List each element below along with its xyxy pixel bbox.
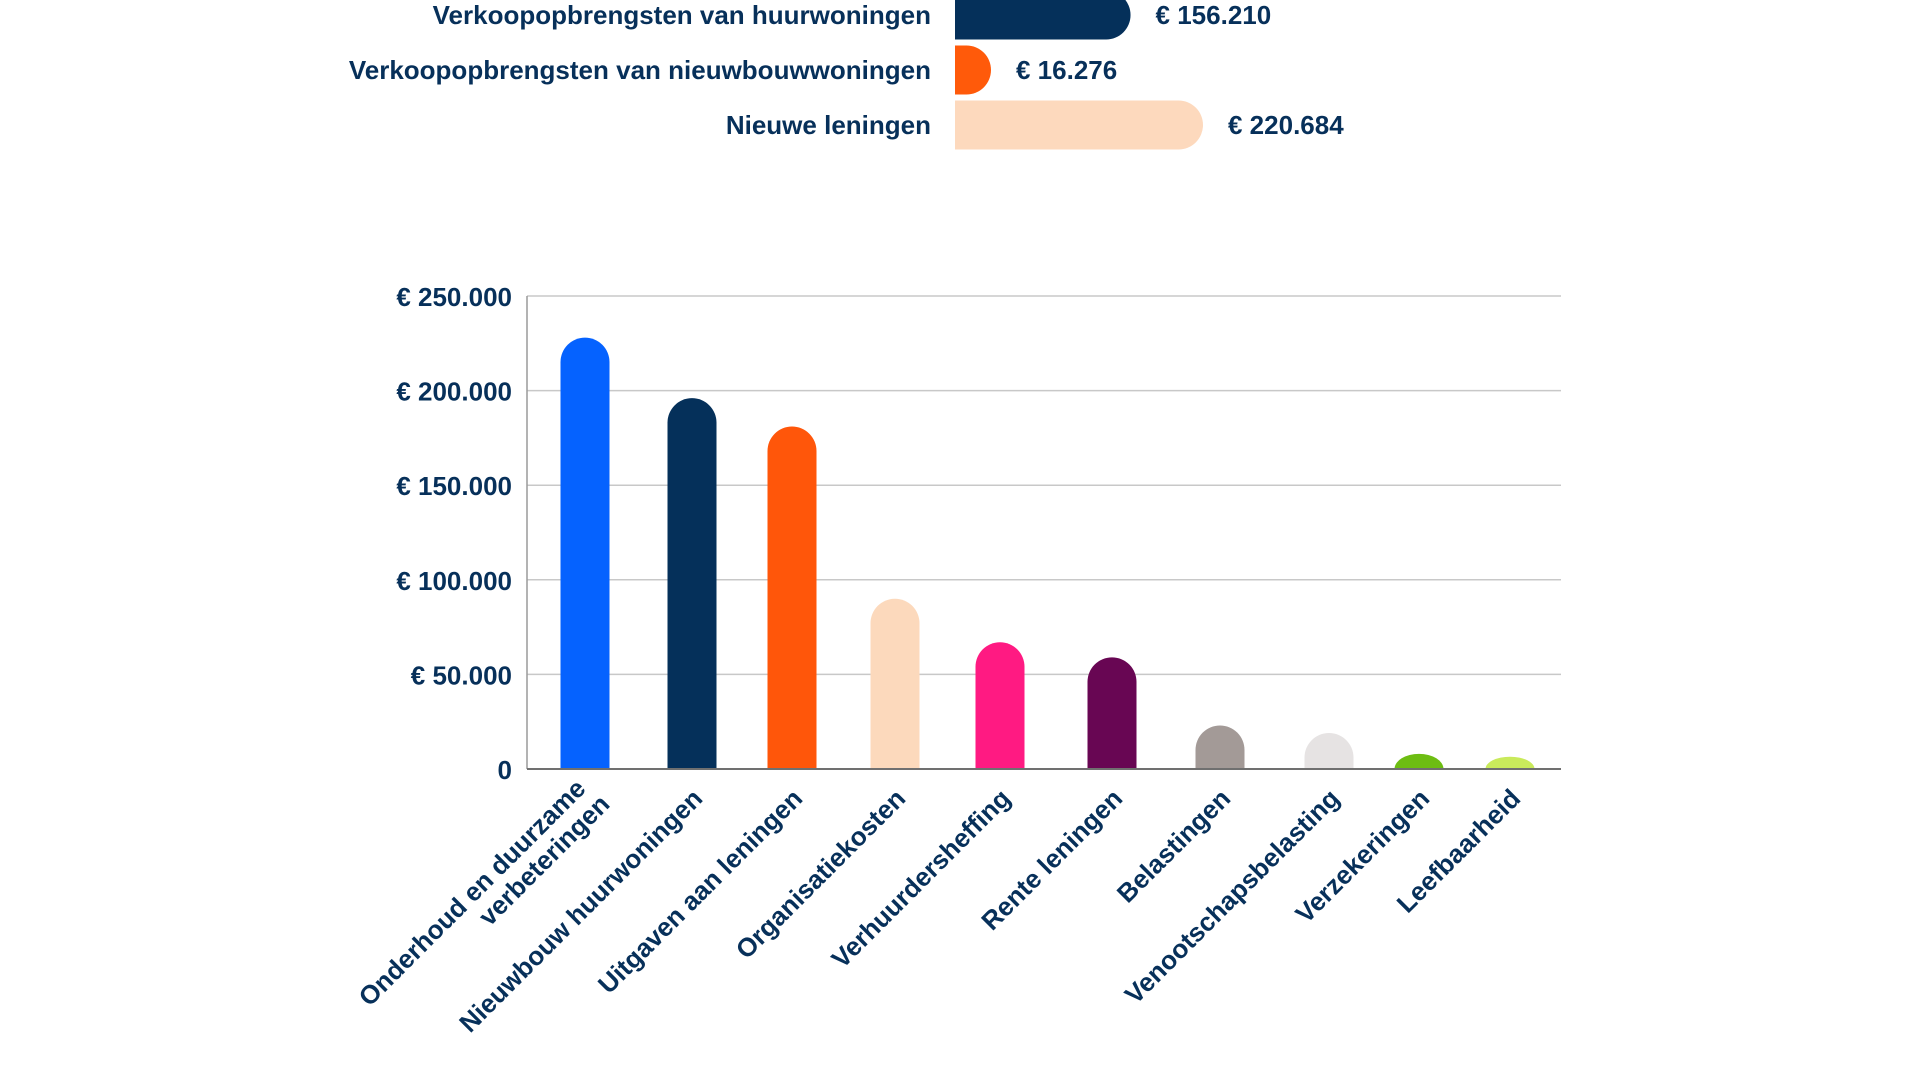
hbar-category-label: Verkoopopbrengsten van huurwoningen [433, 0, 931, 30]
bar [1195, 725, 1245, 769]
x-tick-label: Organisatiekosten [730, 783, 912, 965]
x-tick-label-line: Uitgaven aan leningen [592, 783, 808, 999]
bar [1087, 657, 1137, 769]
bar [667, 398, 717, 769]
x-tick-label-line: Organisatiekosten [730, 783, 912, 965]
hbar-category-label: Verkoopopbrengsten van nieuwbouwwoningen [349, 55, 931, 85]
y-tick-label: € 150.000 [396, 471, 512, 501]
hbar [955, 100, 1203, 150]
bar [975, 642, 1025, 769]
y-tick-label: € 200.000 [396, 377, 512, 407]
y-tick-label: € 250.000 [396, 282, 512, 312]
hbar [955, 0, 1131, 40]
x-tick-label: Verhuurdersheffing [825, 783, 1016, 974]
bar [1485, 756, 1535, 769]
bar [1304, 733, 1354, 769]
x-tick-label-line: Verhuurdersheffing [825, 783, 1016, 974]
bar [560, 337, 610, 769]
hbar-value-label: € 16.276 [1016, 55, 1117, 85]
hbar-value-label: € 156.210 [1156, 0, 1272, 30]
bar [870, 598, 920, 769]
y-tick-label: 0 [498, 755, 512, 785]
hbar-value-label: € 220.684 [1228, 110, 1344, 140]
y-tick-label: € 100.000 [396, 566, 512, 596]
bar [1394, 753, 1444, 769]
x-tick-label-line: Onderhoud en duurzame [353, 773, 592, 1012]
hbar-category-label: Nieuwe leningen [726, 110, 931, 140]
x-tick-label: Uitgaven aan leningen [592, 783, 808, 999]
bar [767, 426, 817, 769]
hbar [955, 45, 991, 95]
y-tick-label: € 50.000 [411, 660, 512, 690]
